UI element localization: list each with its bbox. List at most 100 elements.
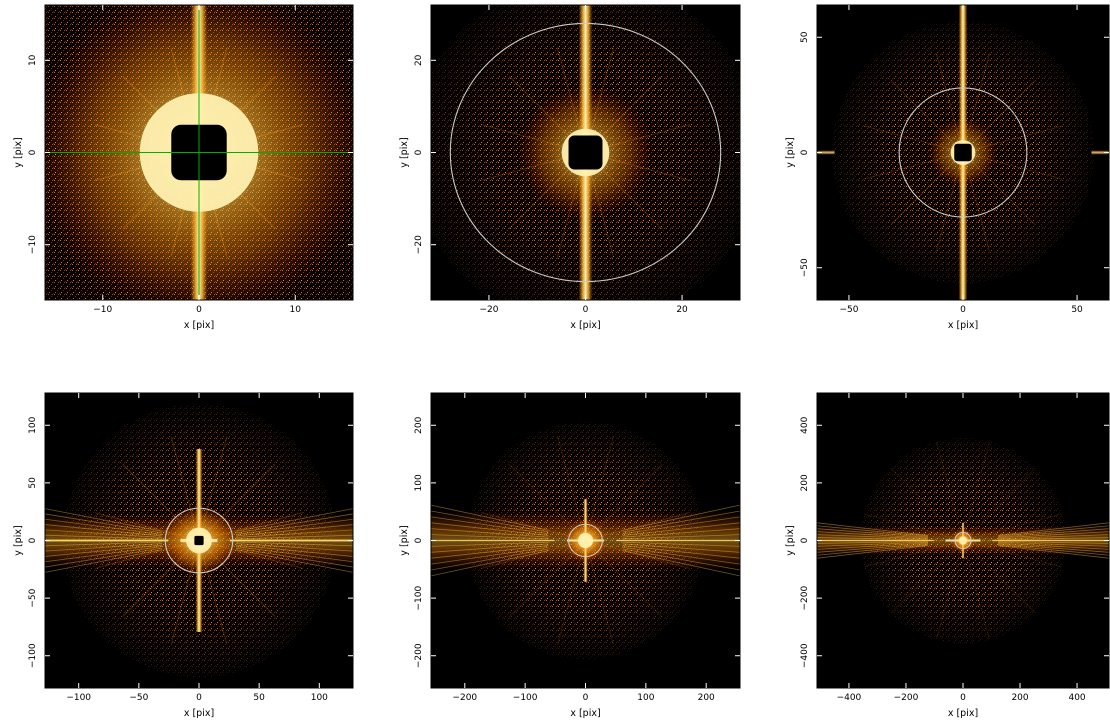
striation-line [235, 544, 353, 557]
striation-line [998, 544, 1109, 556]
starburst-ray [890, 467, 964, 541]
x-tick-label: 50 [1071, 305, 1083, 315]
x-tick-label: −10 [93, 305, 112, 315]
striation-line [997, 522, 1109, 536]
x-tick-label: 0 [960, 693, 966, 703]
psf-image [431, 5, 740, 300]
y-axis-label: y [pix] [399, 137, 410, 167]
striation-line [45, 524, 163, 537]
panel-6: −400 −200 0 200 400 −400 −200 0 200 400 x [pix] y [… [785, 392, 1110, 719]
x-tick-label: 0 [196, 305, 202, 315]
y-tick-label: −50 [800, 258, 810, 277]
x-axis-label: x [pix] [184, 708, 214, 719]
striation-line [431, 504, 549, 531]
panel-2: −20 0 20 −20 0 20 x [pix] y [pix] [399, 4, 741, 331]
striation-line [622, 534, 740, 540]
y-tick-label: 0 [28, 149, 38, 155]
striation-line [45, 546, 163, 563]
y-tick-label: −100 [28, 643, 38, 668]
x-axis-label: x [pix] [948, 320, 978, 331]
psf-image [817, 5, 1109, 300]
psf-image [45, 393, 353, 688]
striation-line [622, 550, 740, 577]
horizontal-spike [229, 538, 353, 543]
x-tick-label: −50 [839, 305, 858, 315]
striation-line [817, 525, 928, 537]
striation-line [998, 540, 1109, 544]
x-tick-label: −100 [513, 693, 538, 703]
striation-line [817, 537, 928, 541]
starburst-ray [962, 540, 1036, 614]
striation-line [817, 543, 928, 553]
striation-line [431, 534, 549, 540]
striation-line [235, 546, 353, 563]
horizontal-spike [616, 539, 740, 542]
psf-image [431, 393, 740, 688]
masked-core [194, 535, 204, 546]
striation-line [45, 534, 163, 540]
starburst-ray [962, 540, 991, 640]
x-axis-label: x [pix] [948, 708, 978, 719]
starburst-ray [864, 539, 964, 568]
striation-line [998, 537, 1109, 541]
striation-line [45, 513, 163, 534]
striation-line [431, 543, 549, 553]
striation-line [431, 516, 549, 535]
striation-line [45, 541, 163, 547]
striation-line [235, 508, 353, 532]
y-axis-label: y [pix] [785, 137, 796, 167]
y-tick-label: −100 [414, 585, 424, 610]
x-tick-label: 0 [960, 305, 966, 315]
x-tick-label: 10 [290, 305, 302, 315]
x-tick-label: 0 [583, 305, 589, 315]
striation-line [235, 541, 353, 547]
striation-line [235, 549, 353, 573]
y-tick-label: 0 [414, 537, 424, 543]
x-axis-label: x [pix] [570, 320, 600, 331]
striation-line [998, 542, 1109, 550]
striation-line [622, 504, 740, 531]
striation-line [622, 545, 740, 559]
starburst-ray [962, 513, 1062, 542]
y-tick-label: 0 [414, 149, 424, 155]
horizontal-spike [45, 538, 169, 543]
psf-image [45, 5, 353, 300]
striation-line [622, 543, 740, 553]
starburst-ray [962, 467, 1036, 541]
y-tick-label: 200 [414, 416, 424, 433]
starburst-ray [935, 540, 964, 640]
striation-line [45, 529, 163, 538]
starburst-ray [864, 513, 964, 542]
x-tick-label: 400 [1068, 693, 1085, 703]
x-tick-label: −100 [66, 693, 91, 703]
striation-line [45, 549, 163, 573]
x-tick-label: −400 [837, 693, 862, 703]
x-tick-label: 0 [583, 693, 589, 703]
striation-line [998, 543, 1109, 553]
striation-line [235, 543, 353, 552]
starburst-ray [962, 539, 1062, 568]
striation-line [817, 541, 928, 547]
striation-line [235, 524, 353, 537]
striation-line [998, 534, 1109, 540]
striation-line [431, 548, 549, 571]
striation-line [817, 534, 928, 540]
y-tick-label: 100 [414, 474, 424, 491]
striation-line [235, 529, 353, 538]
striation-line [45, 508, 163, 532]
x-tick-label: 100 [311, 693, 328, 703]
horizontal-spike [431, 539, 555, 542]
masked-core [568, 135, 603, 170]
striation-line [235, 513, 353, 534]
striation-line [817, 545, 929, 559]
horizontal-spike [992, 539, 1109, 542]
striation-line [998, 531, 1109, 539]
striation-line [817, 540, 928, 544]
y-axis-label: y [pix] [13, 137, 24, 167]
striation-line [817, 544, 928, 556]
striation-line [622, 548, 740, 571]
x-tick-label: 50 [253, 693, 265, 703]
aperture-circle [954, 531, 972, 550]
panel-3: −50 0 50 −50 0 50 x [pix] y [pix] [785, 4, 1110, 331]
psf-core [958, 536, 968, 545]
